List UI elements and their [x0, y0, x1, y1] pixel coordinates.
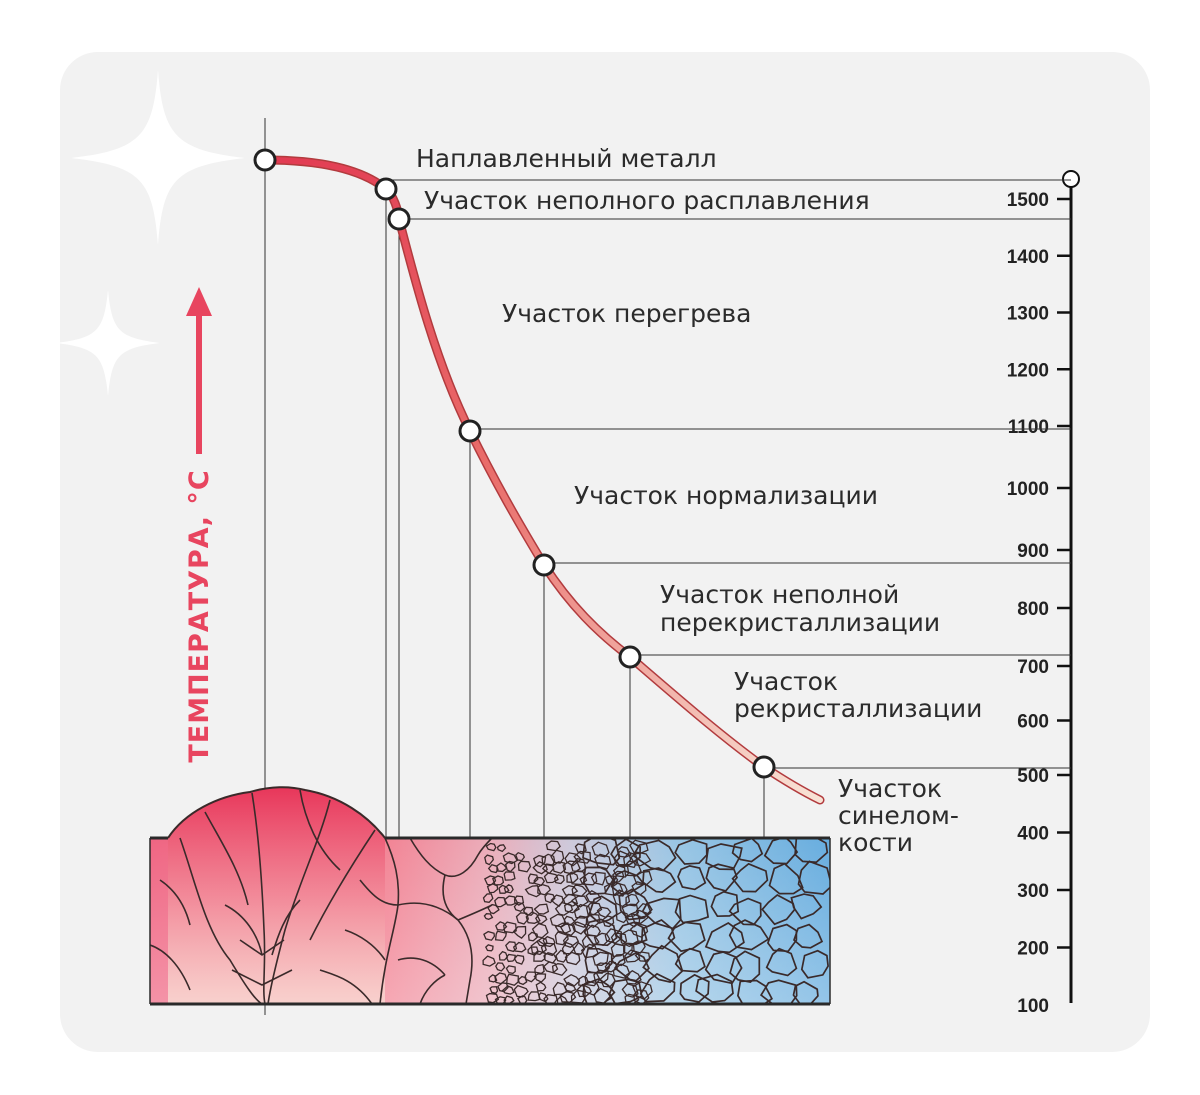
marker-partial-fusion [374, 177, 398, 201]
marker-blue-brittleness [752, 755, 776, 779]
weld-bead-outline [167, 786, 386, 839]
medium-grain-structure [582, 833, 830, 1004]
up-arrow-icon [186, 287, 212, 316]
marker-recrystallization [618, 645, 642, 669]
marker-overheating [387, 207, 411, 231]
curve-markers [253, 148, 776, 779]
label-deposited-metal: Наплавленный металл [416, 144, 717, 173]
axis-tick-label: 700 [1017, 657, 1049, 678]
axis-tick-label: 600 [1017, 712, 1049, 733]
grain-structure [150, 789, 493, 1004]
zone-labels: Наплавленный металл Участок неполного ра… [416, 144, 982, 857]
axis-tick-label: 1300 [1007, 304, 1049, 325]
axis-end-marker [1062, 170, 1080, 188]
axis-tick-label: 1400 [1007, 247, 1049, 268]
arrow-shaft [196, 312, 202, 454]
marker-normalization [458, 419, 482, 443]
axis-tick-label: 300 [1017, 881, 1049, 902]
label-blue-brittleness: Участок синелом- кости [838, 774, 967, 857]
axis-tick-label: 800 [1017, 599, 1049, 620]
axis-tick-label: 1200 [1007, 360, 1049, 381]
axis-tick-label: 400 [1017, 824, 1049, 845]
label-normalization: Участок нормализации [574, 481, 878, 510]
label-partial-recrystallization: Участок неполной перекристаллизации [660, 580, 940, 637]
temperature-axis-title: ТЕМПЕРАТУРА, °С [184, 287, 215, 763]
marker-partial-recrystallization [532, 553, 556, 577]
axis-tick-label: 500 [1017, 766, 1049, 787]
weld-cross-section [149, 786, 831, 1006]
label-recrystallization: Участок рекристаллизации [734, 667, 982, 723]
label-overheating: Участок перегрева [502, 299, 751, 328]
axis-tick-label: 200 [1017, 939, 1049, 960]
axis-tick-label: 900 [1017, 541, 1049, 562]
axis-tick-label: 1000 [1007, 479, 1049, 500]
reference-lines [264, 118, 1071, 1015]
axis-tick-label: 1100 [1008, 417, 1049, 438]
axis-tick-label: 1500 [1007, 190, 1049, 211]
sparkle-decoration-icon [56, 70, 245, 396]
label-partial-fusion: Участок неполного расплавления [424, 186, 870, 215]
axis-tick-label: 100 [1017, 996, 1049, 1017]
temperature-axis: 1500 1400 1300 1200 1100 1000 900 800 700 600 500 4… [1007, 170, 1080, 1017]
marker-deposited-metal [253, 148, 277, 172]
axis-title-text: ТЕМПЕРАТУРА, °С [184, 469, 215, 762]
